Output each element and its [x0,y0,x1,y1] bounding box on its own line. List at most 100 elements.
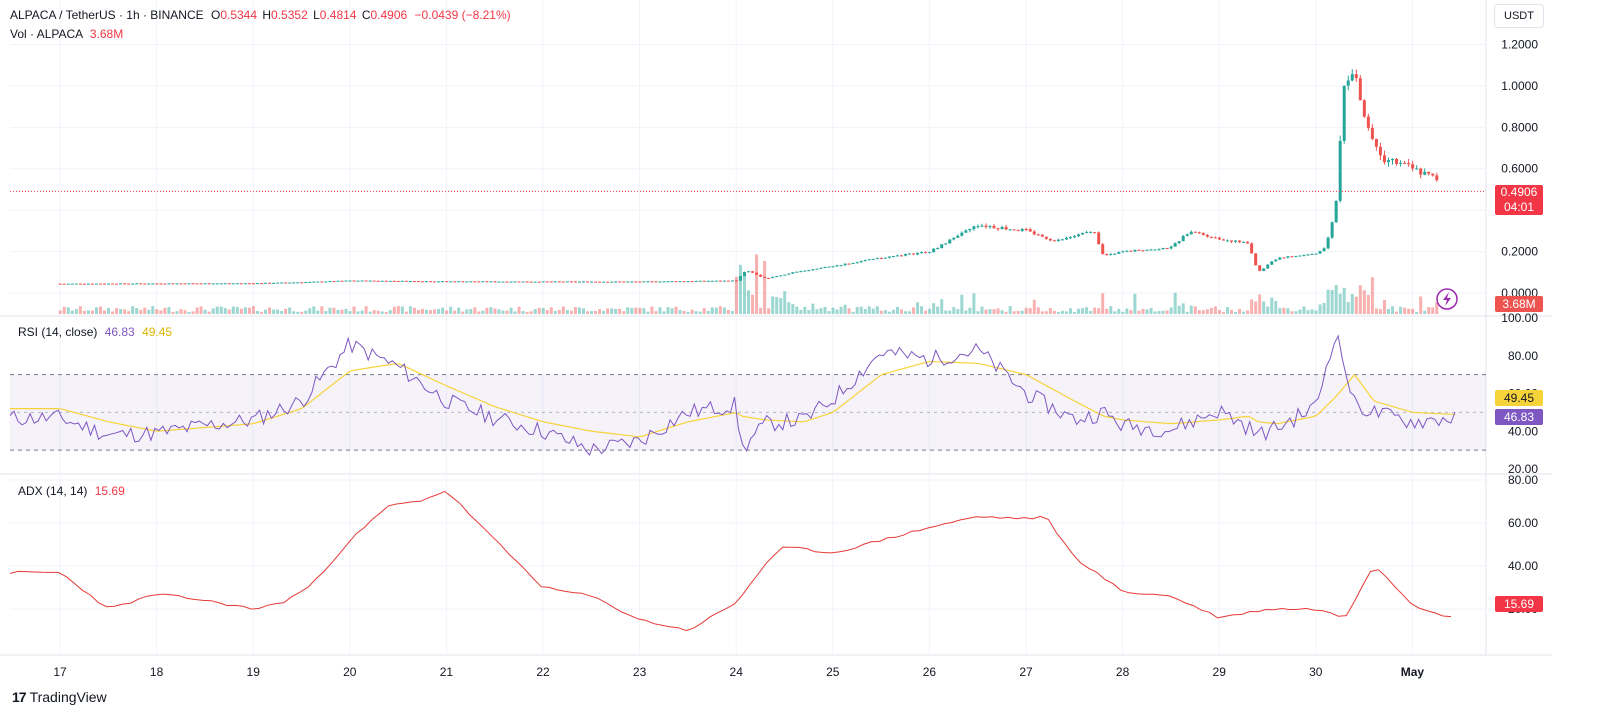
volume-bar [203,309,207,314]
candle-body [94,283,98,285]
close-value: 0.4906 [370,8,408,22]
candle-body [147,283,151,285]
candle-body [590,281,594,283]
volume-bar [903,311,907,314]
candle-body [70,283,74,285]
volume-bar [400,306,404,314]
brand-name[interactable]: TradingView [29,689,107,705]
volume-bar [219,306,223,314]
volume-bar [441,307,445,314]
volume-bar [1386,308,1390,314]
volume-bar [1137,310,1141,314]
volume-bar [1093,307,1097,314]
volume-bar [742,272,746,314]
candle-body [344,280,348,282]
volume-bar [839,306,843,314]
volume-bar [215,306,219,314]
candle-body [577,281,581,283]
candle-body [219,283,223,285]
candle-body [453,281,457,283]
volume-bar [1431,307,1435,314]
candle-body [1052,240,1056,242]
volume-bar [646,311,650,314]
candle-body [175,283,179,285]
candle-body [1153,249,1157,251]
volume-bar [936,306,940,314]
volume-bar [1411,308,1415,314]
candle-body [199,283,203,285]
rsi-tick-label: 40.00 [1508,424,1538,438]
candle-body [312,281,316,283]
candle-body [642,281,646,283]
volume-bar [690,309,694,314]
candle-body [1354,74,1358,79]
candle-body [207,283,211,285]
volume-bar [247,307,251,314]
volume-bar [1415,311,1419,314]
candle-body [1290,256,1294,258]
candle-body [1411,164,1415,169]
volume-bar [1250,299,1254,314]
volume-bar [1334,285,1338,314]
volume-bar [396,306,400,314]
volume-bar [1169,307,1173,314]
volume-bar [1121,311,1125,314]
volume-bar [66,307,70,314]
candle-body [525,281,529,283]
candle-body [742,272,746,277]
currency-button[interactable]: USDT [1494,4,1544,28]
volume-bar [223,307,227,314]
volume-bar [1278,307,1282,314]
candle-body [416,281,420,283]
candle-body [324,281,328,283]
candle-body [807,270,811,272]
volume-bar [139,309,143,314]
candle-body [529,281,533,283]
volume-bar [380,311,384,314]
volume-bar [1117,308,1121,314]
candle-body [211,283,215,285]
volume-bar [461,311,465,314]
candle-body [86,283,90,285]
candle-body [787,273,791,275]
volume-bar [135,308,139,314]
volume-bar [1056,311,1060,314]
volume-bar [662,311,666,314]
candle-body [372,280,376,282]
high-label: H [262,8,272,22]
candle-body [964,230,968,233]
candle-body [891,255,895,257]
volume-bar [449,306,453,314]
candle-body [1330,222,1334,238]
volume-bar [577,307,581,314]
volume-bar [638,307,642,314]
candle-body [78,283,82,285]
volume-bar [1225,307,1229,314]
candle-body [859,261,863,263]
candle-body [803,270,807,272]
volume-bar [509,307,513,314]
adx-tick-label: 40.00 [1508,559,1538,573]
candle-body [569,281,573,283]
volume-bar [843,304,847,314]
candle-body [1274,259,1278,262]
x-tick-label: 24 [730,665,744,679]
candle-body [638,281,642,283]
volume-bar [855,307,859,314]
volume-bar [175,311,179,314]
volume-bar [1077,308,1081,314]
candle-body [586,281,590,283]
candle-body [883,257,887,259]
candle-body [952,237,956,240]
volume-bar [151,306,155,314]
candle-body [775,276,779,278]
candle-body [352,280,356,282]
volume-label: Vol · ALPACA [10,27,83,41]
volume-bar [308,308,312,314]
volume-bar [1097,308,1101,314]
volume-bar [827,311,831,314]
candle-body [74,283,78,285]
rsi-badge: 46.83 [1495,409,1543,425]
volume-bar [1230,310,1234,314]
